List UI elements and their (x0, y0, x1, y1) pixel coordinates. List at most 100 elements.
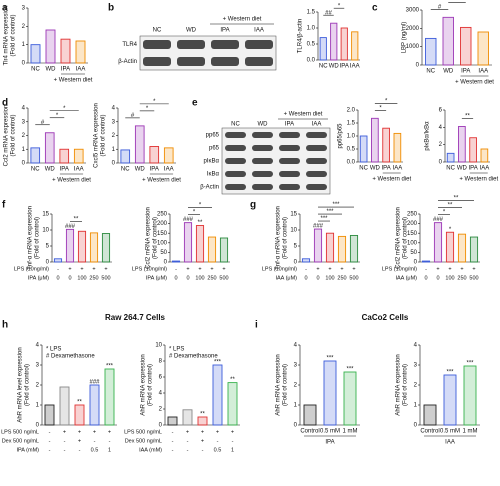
x-tick-label: Control (300, 429, 319, 435)
row-label: IκBα (207, 172, 220, 178)
row-cell: 100 (77, 275, 86, 281)
y-tick-label: 1.0 (307, 26, 316, 32)
blot-band (306, 171, 327, 177)
y-axis-label: (Fold of control) (283, 364, 289, 406)
row-cell: 500 (101, 275, 110, 281)
y-axis-label: (Fold of control) (153, 217, 159, 259)
blot-band (306, 145, 327, 151)
row-cell: 0 (56, 275, 59, 281)
y-tick-label: 200 (407, 221, 418, 227)
blot-band (225, 158, 246, 164)
y-tick-label: 3 (22, 6, 26, 12)
blot-band (211, 57, 239, 66)
row-label: LPS 500 ng/mL (1, 429, 39, 435)
y-tick-label: 5 (46, 244, 50, 250)
y-tick-label: 3 (294, 363, 298, 369)
row-label: TLR4 (122, 42, 137, 48)
panel-letter: f (2, 200, 6, 211)
y-axis-label: TLR4/β-actin (298, 19, 304, 53)
sig-label: *** (446, 370, 454, 376)
bar (77, 230, 87, 263)
y-tick-label: 0 (294, 423, 298, 429)
panel-letter: g (250, 200, 256, 211)
y-axis-label: (Fold of control) (148, 364, 154, 406)
y-tick-label: 1 (414, 403, 418, 409)
y-axis-label: pp65/p65 (338, 123, 344, 149)
x-tick-label: IAA (393, 166, 403, 172)
row-cell: + (104, 266, 107, 272)
y-tick-label: 1.0 (347, 134, 356, 140)
x-tick-label: WD (457, 166, 468, 172)
row-cell: 250 (207, 275, 216, 281)
y-tick-label: 0 (414, 260, 418, 266)
y-tick-label: 10 (42, 228, 49, 234)
row-label: IAA (mM) (139, 447, 162, 453)
x-tick-label: WD (329, 64, 340, 70)
y-tick-label: 3 (414, 363, 418, 369)
blot-band (252, 145, 273, 151)
y-axis-label: Tlr4 mRNA expression (4, 5, 10, 65)
bar (301, 258, 311, 263)
blot-note: + Western diet (223, 17, 262, 23)
x-tick-label: NC (31, 67, 40, 73)
row-label: pIκBα (204, 159, 220, 165)
row-cell: + (316, 266, 319, 272)
blot-band (252, 184, 273, 190)
x-tick-label: WD (46, 67, 57, 73)
row-cell: 0 (304, 275, 307, 281)
bar (75, 40, 86, 64)
x-tick-label: WD (45, 167, 56, 173)
bar (219, 237, 229, 263)
bar (163, 147, 174, 164)
row-label: IPA (μM) (146, 275, 167, 281)
row-label: IAA (μM) (275, 275, 297, 281)
x-tick-label: IAA (164, 167, 174, 173)
y-tick-label: 2 (294, 383, 298, 389)
row-cell: - (64, 438, 66, 444)
bar (59, 148, 70, 164)
bar (60, 38, 71, 64)
row-label: LPS (10ng/ml) (262, 266, 297, 272)
row-label: IPA (mM) (16, 447, 39, 453)
bar (303, 404, 317, 426)
x-tick-label: NC (426, 69, 435, 75)
panel-letter: i (255, 320, 258, 331)
y-tick-label: 2000 (406, 26, 420, 32)
sig-label: ** (200, 412, 205, 418)
row-cell: - (172, 438, 174, 444)
y-tick-label: 0 (22, 161, 26, 167)
row-label: IPA (μM) (28, 275, 49, 281)
bar (207, 236, 217, 263)
blot-band (143, 40, 171, 49)
y-axis-label: (Fold of control) (11, 114, 17, 156)
bar (74, 404, 85, 426)
bracket-label: ** (448, 203, 453, 209)
bar (359, 135, 368, 163)
y-tick-label: 2 (439, 142, 443, 148)
y-tick-label: 10 (155, 343, 162, 349)
row-cell: - (64, 447, 66, 453)
row-cell: + (472, 266, 475, 272)
panel-letter: b (108, 3, 114, 14)
lane-label: IAA (312, 122, 322, 128)
row-cell: + (108, 429, 111, 435)
panel-letter: a (2, 3, 8, 14)
y-tick-label: 250 (157, 212, 168, 218)
panel-letter: e (192, 98, 198, 109)
blot-band (306, 132, 327, 138)
row-label: p65 (209, 146, 220, 152)
sig-label: *** (346, 367, 354, 373)
y-axis-label: Cxcl5 mRNA expression (94, 103, 100, 168)
bar (343, 371, 357, 426)
row-cell: 100 (325, 275, 334, 281)
y-tick-label: 0 (112, 161, 116, 167)
bar (382, 127, 390, 163)
row-cell: - (49, 438, 51, 444)
lane-label: NC (231, 122, 240, 128)
bar (340, 27, 348, 61)
y-tick-label: 4 (439, 125, 443, 131)
row-cell: 0 (68, 275, 71, 281)
bar (325, 232, 335, 263)
row-cell: + (92, 266, 95, 272)
